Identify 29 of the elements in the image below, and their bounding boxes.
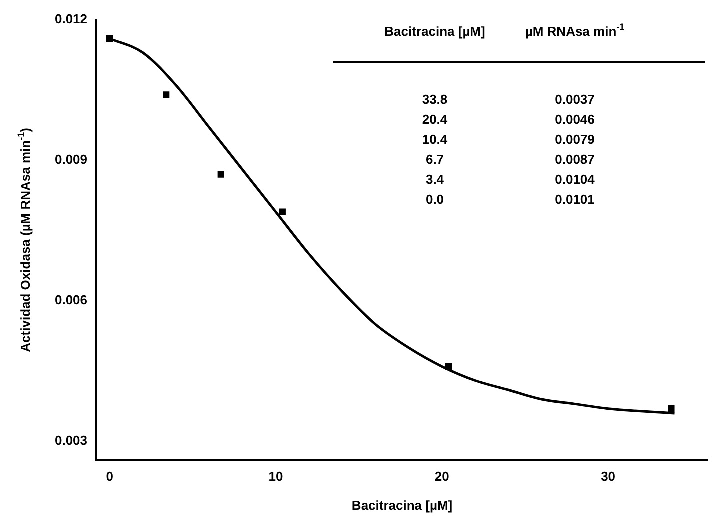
- x-tick-label: 20: [434, 468, 450, 484]
- annotation: 0.0: [426, 192, 444, 207]
- y-tick-label: 0.003: [54, 433, 88, 448]
- point: [106, 35, 114, 42]
- annotation: 0.0087: [555, 152, 595, 167]
- x-axis-title: Bacitracina [µM]: [352, 498, 453, 513]
- x-tick-label: 30: [601, 468, 616, 484]
- point: [162, 92, 170, 98]
- y-axis-title: Actividad Oxidasa (µM RNAsa min-1): [16, 128, 33, 352]
- annotation: 3.4: [426, 172, 445, 187]
- annotation: 0.0079: [555, 132, 595, 147]
- annotation: 33.8: [422, 92, 448, 107]
- annotation: Bacitracina [µM]: [384, 24, 486, 39]
- point: [218, 171, 224, 178]
- annotation: 20.4: [422, 112, 448, 127]
- annotation: 0.0037: [555, 92, 595, 107]
- point: [668, 406, 675, 412]
- y-tick-label: 0.006: [54, 292, 88, 308]
- y-tick-label: 0.012: [54, 12, 88, 27]
- x-tick-label: 10: [268, 468, 284, 484]
- annotation: 0.0101: [555, 192, 595, 207]
- annotation: 0.0104: [555, 172, 596, 187]
- x-tick-label: 0: [106, 468, 114, 484]
- annotation: 10.4: [422, 132, 448, 147]
- point: [445, 363, 452, 370]
- y-tick-label: 0.009: [54, 152, 88, 168]
- point: [279, 208, 286, 216]
- annotation: 6.7: [426, 152, 444, 167]
- annotation: 0.0046: [555, 112, 595, 127]
